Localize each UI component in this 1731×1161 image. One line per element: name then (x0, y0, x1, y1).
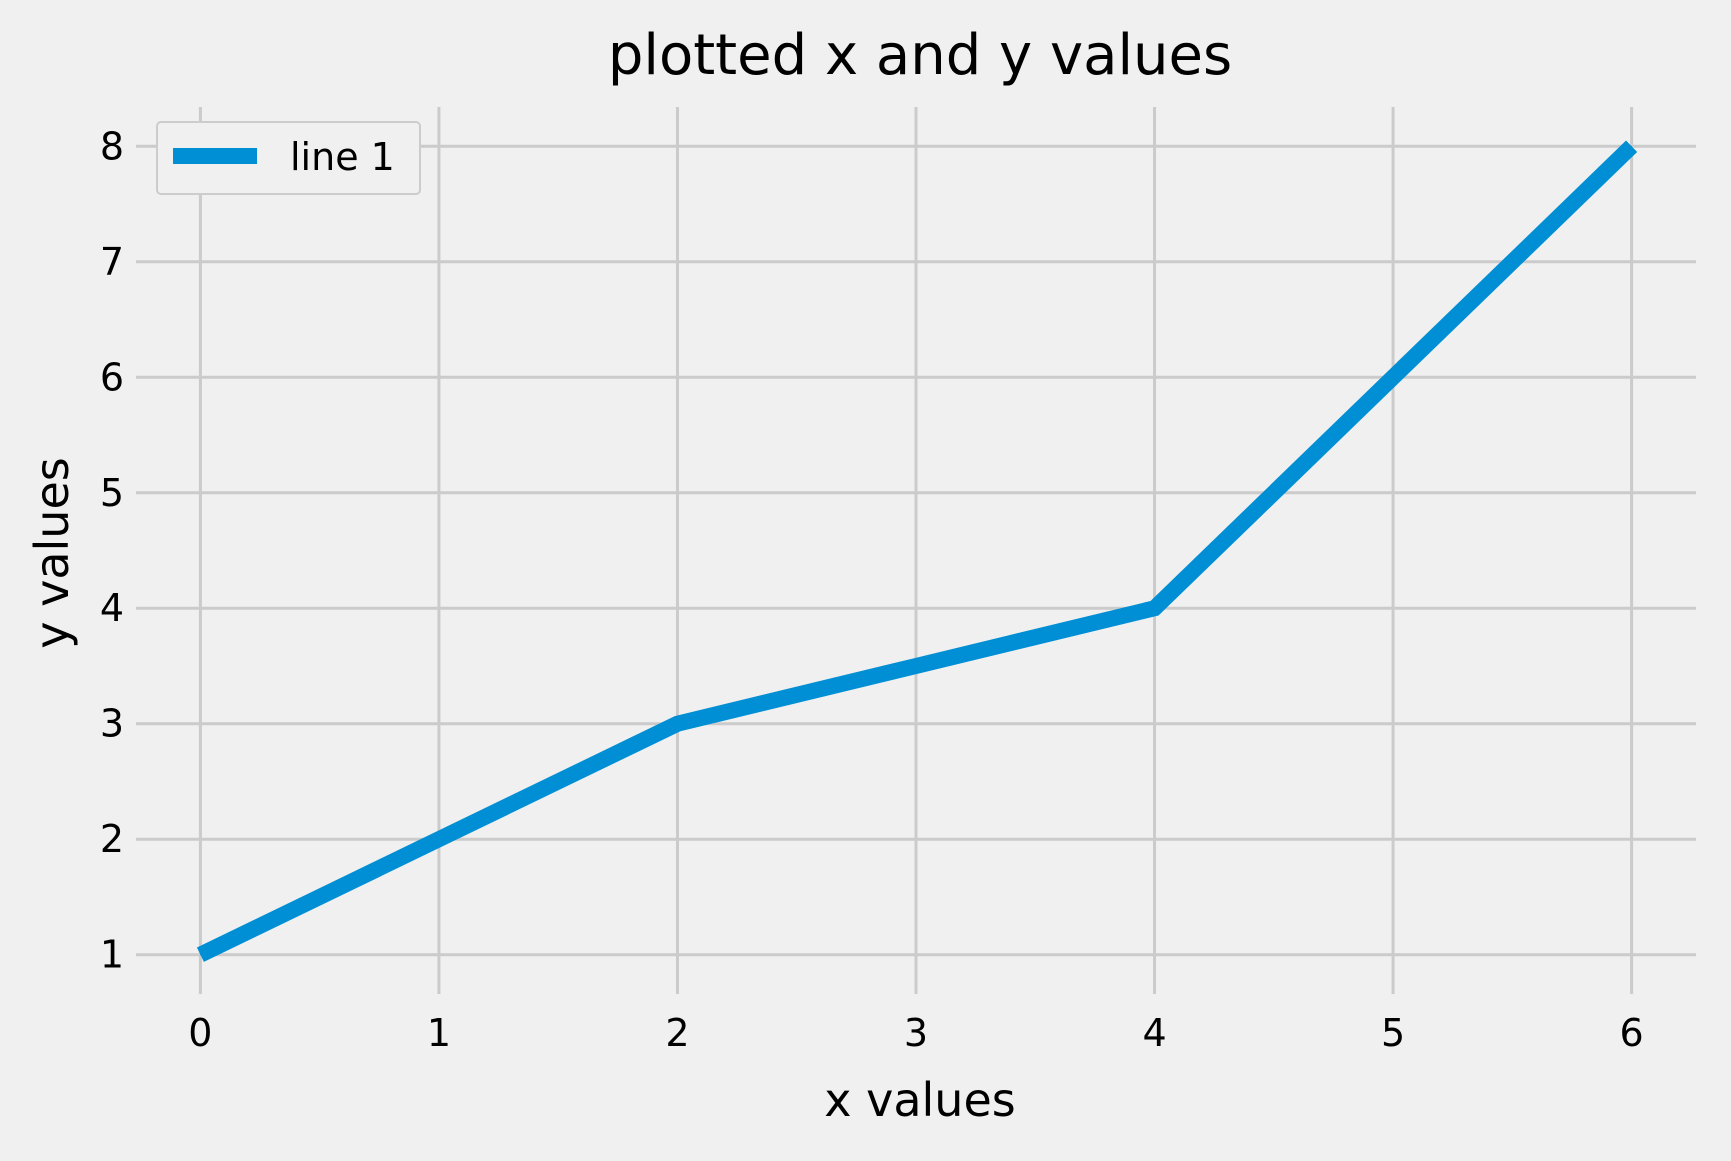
chart-title: plotted x and y values (608, 23, 1232, 88)
x-tick-label: 1 (427, 1011, 451, 1055)
legend-label-line-1: line 1 (290, 135, 395, 179)
x-tick-label: 3 (904, 1011, 928, 1055)
data-point (438, 838, 440, 840)
x-tick-label: 0 (188, 1011, 212, 1055)
y-tick-label: 4 (100, 586, 124, 630)
x-tick-label: 4 (1142, 1011, 1166, 1055)
data-point (676, 723, 678, 725)
legend-box (156, 121, 421, 195)
y-tick-label: 1 (100, 933, 124, 977)
series-layer (196, 140, 1638, 962)
grid-lines (136, 107, 1696, 994)
y-tick-label: 7 (100, 240, 124, 284)
data-point (1392, 376, 1394, 378)
data-point (915, 665, 917, 667)
data-point (1154, 607, 1156, 609)
x-tick-label: 5 (1381, 1011, 1405, 1055)
tick-labels: 0 1 2 3 4 5 6 1 2 3 4 5 6 7 8 (100, 124, 1644, 1055)
y-tick-label: 5 (100, 471, 124, 515)
y-tick-label: 8 (100, 124, 124, 168)
data-point (199, 954, 201, 956)
y-tick-label: 3 (100, 702, 124, 746)
y-tick-label: 6 (100, 355, 124, 399)
data-point (1631, 145, 1633, 147)
y-axis-label: y values (25, 457, 79, 648)
x-axis-label: x values (824, 1073, 1015, 1127)
legend: line 1 (156, 121, 421, 195)
x-tick-label: 6 (1620, 1011, 1644, 1055)
y-tick-label: 2 (100, 817, 124, 861)
x-tick-label: 2 (665, 1011, 689, 1055)
